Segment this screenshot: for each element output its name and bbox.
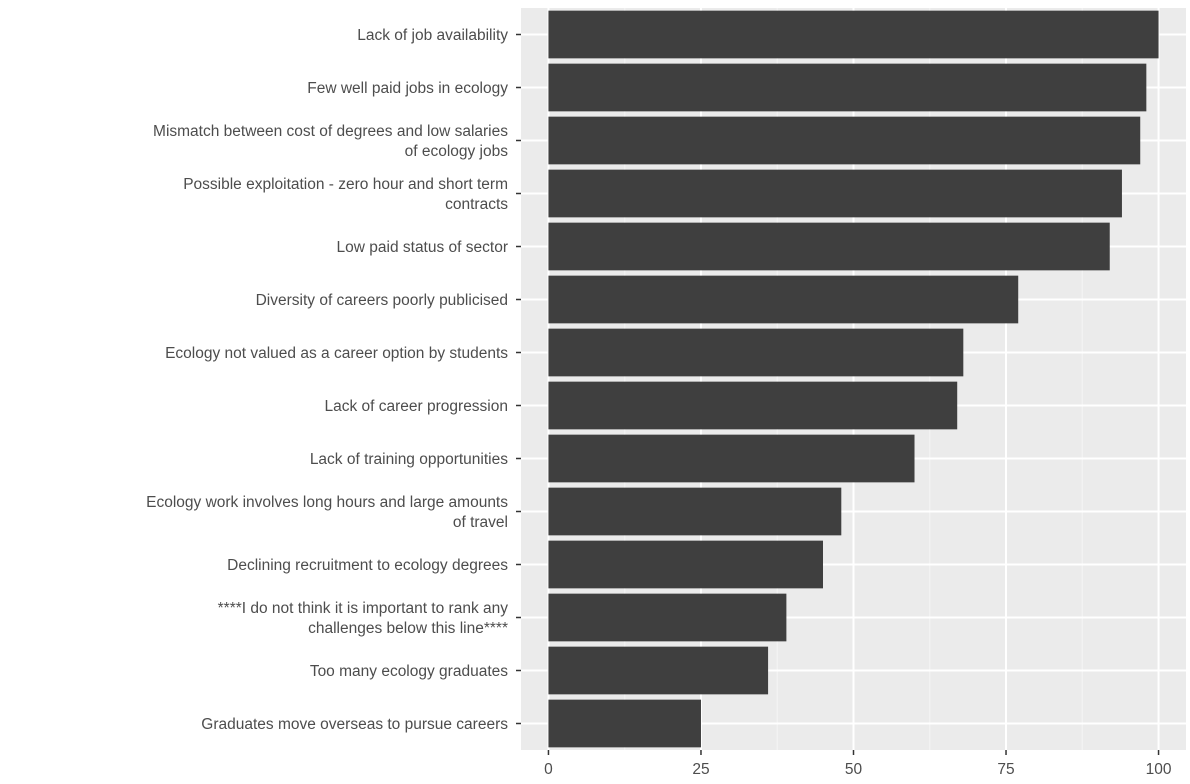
x-tick-label: 50 <box>845 761 863 778</box>
bar <box>548 63 1147 112</box>
y-tick-label: Ecology work involves long hours and lar… <box>146 494 508 511</box>
y-tick-label: Graduates move overseas to pursue career… <box>201 716 508 733</box>
bar <box>548 275 1019 324</box>
bar <box>548 222 1110 271</box>
y-tick-label: Lack of job availability <box>357 27 508 44</box>
x-tick-label: 75 <box>997 761 1014 778</box>
bar <box>548 593 787 642</box>
bar <box>548 169 1122 218</box>
y-tick-label: Declining recruitment to ecology degrees <box>227 557 508 574</box>
y-axis: Lack of job availability Few well paid jo… <box>146 27 521 733</box>
y-tick-label: Lack of training opportunities <box>310 451 508 468</box>
x-axis: 0 25 50 75 100 <box>544 750 1172 778</box>
y-tick-label: contracts <box>445 196 508 213</box>
x-tick-label: 100 <box>1146 761 1172 778</box>
y-tick-label: Diversity of careers poorly publicised <box>256 292 508 309</box>
y-tick-label: challenges below this line**** <box>308 620 508 637</box>
y-tick-label: Too many ecology graduates <box>310 663 508 680</box>
y-tick-label: of ecology jobs <box>405 143 509 160</box>
bar <box>548 10 1159 59</box>
x-tick-label: 25 <box>692 761 709 778</box>
y-tick-label: Lack of career progression <box>324 398 508 415</box>
bar <box>548 328 964 377</box>
y-tick-label: of travel <box>453 514 508 531</box>
bars <box>548 10 1159 748</box>
y-tick-label: Mismatch between cost of degrees and low… <box>153 123 508 140</box>
bar <box>548 381 958 430</box>
y-tick-label: Possible exploitation - zero hour and sh… <box>183 176 508 193</box>
x-tick-label: 0 <box>544 761 553 778</box>
y-tick-label: Low paid status of sector <box>337 239 508 256</box>
y-tick-label: ****I do not think it is important to ra… <box>218 600 509 617</box>
y-tick-label: Ecology not valued as a career option by… <box>165 345 508 362</box>
bar <box>548 540 823 589</box>
bar <box>548 434 915 483</box>
bar <box>548 699 701 748</box>
bar <box>548 116 1141 165</box>
bar <box>548 487 842 536</box>
y-tick-label: Few well paid jobs in ecology <box>307 80 508 97</box>
bar <box>548 646 769 695</box>
